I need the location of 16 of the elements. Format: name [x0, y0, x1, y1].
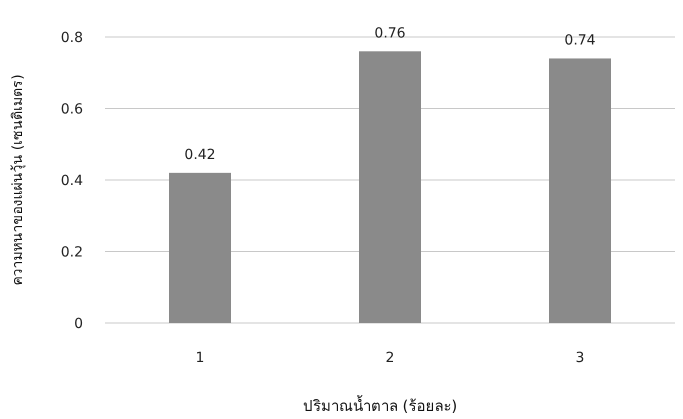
x-tick-label: 3	[576, 350, 584, 366]
x-axis-title: ปริมาณน้ำตาล (ร้อยละ)	[302, 395, 458, 415]
bar	[359, 51, 421, 323]
y-tick-label: 0.4	[60, 173, 84, 189]
data-label: 0.42	[184, 146, 216, 163]
data-label: 0.74	[564, 32, 596, 48]
x-tick-label: 2	[386, 350, 394, 366]
y-tick-label: 0.6	[60, 102, 84, 118]
x-tick-label: 1	[196, 350, 204, 366]
data-label: 0.76	[374, 25, 406, 42]
bar	[549, 58, 611, 323]
y-axis-title: ความหนาของแผ่นวุ้น (เซนติเมตร)	[10, 74, 26, 286]
y-tick-label: 0.8	[60, 30, 83, 46]
bar	[169, 172, 231, 323]
y-tick-label: 0	[74, 316, 83, 332]
y-tick-label: 0.2	[60, 244, 83, 260]
